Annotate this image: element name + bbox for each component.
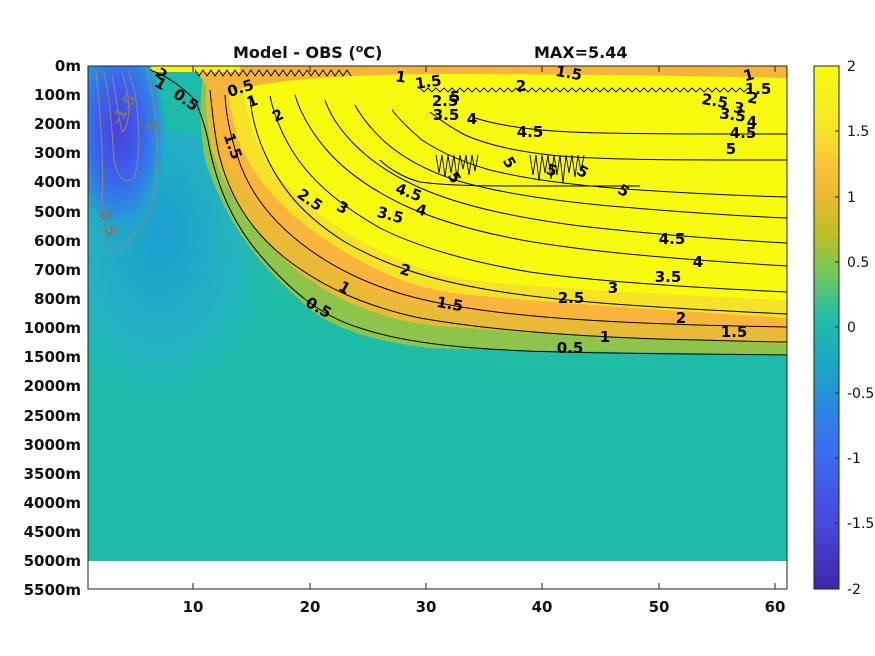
colorbar-tick-label: 0.5: [847, 255, 869, 271]
contour-label: 3.5: [655, 268, 682, 286]
y-tick-label: 100m: [34, 86, 81, 104]
contour-label: 1.5: [721, 323, 748, 341]
contour-label: 3: [608, 279, 618, 297]
x-tick-label: 60: [765, 598, 786, 616]
y-tick-label: 3500m: [24, 465, 81, 483]
contour-label: 1: [600, 328, 610, 346]
contour-label: 4.5: [730, 124, 757, 142]
y-tick-label: 400m: [34, 173, 81, 191]
contour-label: -1: [139, 111, 162, 133]
contour-label: 3: [732, 98, 745, 118]
x-tick-label: 30: [416, 598, 437, 616]
y-tick-label: 500m: [34, 203, 81, 221]
colorbar-tick-label: 1: [847, 190, 856, 206]
y-tick-label: 700m: [34, 261, 81, 279]
x-axis: 10 20 30 40 50 60: [183, 598, 786, 616]
colorbar-tick-label: -2: [847, 582, 861, 598]
contour-label: 1: [741, 65, 756, 85]
colorbar: 2 1.5 1 0.5 0 -0.5 -1 -1.5 -2: [813, 59, 874, 598]
colorbar-tick-label: -0.5: [847, 386, 874, 402]
surface-yellow: [150, 66, 240, 72]
x-tick-label: 10: [183, 598, 204, 616]
y-tick-label: 200m: [34, 115, 81, 133]
contour-label: 2: [516, 77, 526, 95]
contour-label: 2.5: [700, 90, 729, 112]
contour-label: 4: [747, 113, 757, 131]
contour-label: 4.5: [659, 230, 686, 248]
y-tick-label: 1000m: [24, 319, 81, 337]
contour-label: 5: [726, 140, 736, 158]
chart-title-right: MAX=5.44: [534, 43, 628, 62]
contour-label: 1.5: [554, 62, 583, 84]
x-tick-label: 40: [532, 598, 553, 616]
colorbar-tick-label: 0: [847, 320, 856, 336]
chart-title-left: Model - OBS (oC): [233, 42, 382, 62]
negative-contours: [95, 69, 158, 251]
y-tick-label: 0m: [55, 57, 81, 75]
x-tick-marks: [192, 66, 776, 589]
y-tick-label: 4000m: [24, 494, 81, 512]
contour-label: 1: [394, 67, 407, 86]
band-core: [236, 66, 787, 300]
y-tick-label: 600m: [34, 232, 81, 250]
y-tick-label: 1500m: [24, 348, 81, 366]
cold-core: [88, 66, 166, 240]
contour-label: 4: [414, 200, 429, 220]
contour-label: 2: [746, 88, 759, 108]
contour-label: 4: [693, 253, 703, 271]
y-tick-label: 2500m: [24, 407, 81, 425]
surface-noise-contours: [194, 69, 753, 184]
y-tick-label: 3000m: [24, 436, 81, 454]
contour-label: 0.5: [557, 339, 584, 357]
colorbar-tick-label: -1.5: [847, 516, 874, 532]
contour-label: 4: [467, 110, 477, 128]
contour-label: 3.5: [433, 106, 460, 124]
x-tick-label: 20: [300, 598, 321, 616]
y-tick-label: 5500m: [24, 581, 81, 599]
contour-label: 2.5: [558, 289, 585, 307]
colorbar-gradient: [813, 65, 840, 590]
contour-label: 5: [450, 88, 460, 106]
x-tick-label: 50: [649, 598, 670, 616]
y-tick-label: 5000m: [24, 552, 81, 570]
contour-label: 2: [398, 260, 413, 280]
y-tick-label: 300m: [34, 144, 81, 162]
positive-contours: [149, 69, 787, 356]
y-axis: 0m 100m 200m 300m 400m 500m 600m 700m 80…: [24, 57, 81, 599]
y-tick-label: 4500m: [24, 523, 81, 541]
plot-area: 2 1 0.5 0.5 1 1.5 2 1 1.5 2 2.5 5 3.5 4 …: [88, 62, 787, 589]
contour-label: 1.5: [414, 71, 443, 93]
contour-label: 2.5: [432, 92, 459, 110]
contour-label: 3.5: [718, 104, 747, 126]
colorbar-tick-label: 1.5: [847, 124, 869, 140]
contour-label: 2: [676, 309, 686, 327]
axes-frame: [87, 65, 788, 590]
contour-label: 1.5: [435, 293, 464, 315]
y-tick-label: 2000m: [24, 377, 81, 395]
contour-label: 4.5: [517, 123, 544, 141]
contour-label: 1.5: [745, 80, 772, 98]
ocean-floor-mask: [88, 561, 787, 589]
colorbar-tick-label: -1: [847, 451, 861, 467]
colorbar-tick-label: 2: [847, 59, 856, 75]
y-tick-label: 800m: [34, 290, 81, 308]
